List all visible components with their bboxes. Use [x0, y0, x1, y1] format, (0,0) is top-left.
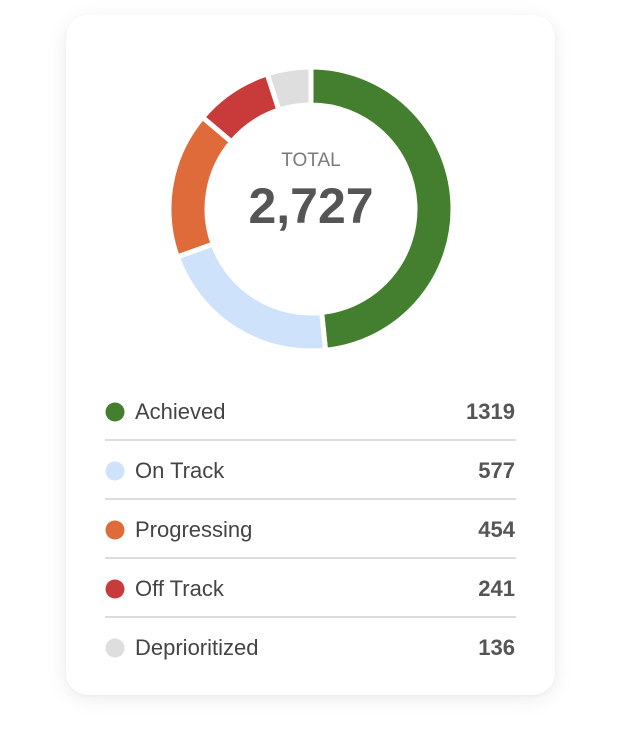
legend-value: 241 [478, 576, 515, 601]
legend-value: 454 [478, 517, 515, 542]
legend-swatch [105, 461, 125, 481]
legend-swatch [105, 638, 125, 658]
donut-segment [308, 64, 456, 354]
legend-value: 577 [478, 458, 515, 483]
legend-label: Deprioritized [135, 635, 259, 660]
center-title: TOTAL [281, 150, 340, 171]
legend-value: 136 [478, 635, 515, 660]
legend-label: Progressing [135, 517, 252, 542]
donut-segment [166, 113, 236, 261]
legend-swatch [105, 520, 125, 540]
donut-segment [174, 240, 329, 354]
center-total: 2,727 [248, 178, 373, 234]
legend-swatch [105, 402, 125, 422]
legend-value: 1319 [466, 399, 515, 424]
legend-label: Achieved [135, 399, 226, 424]
legend-swatch [105, 579, 125, 599]
donut-segment [264, 64, 314, 114]
card [66, 15, 555, 695]
legend-label: Off Track [135, 576, 225, 601]
legend-label: On Track [135, 458, 225, 483]
